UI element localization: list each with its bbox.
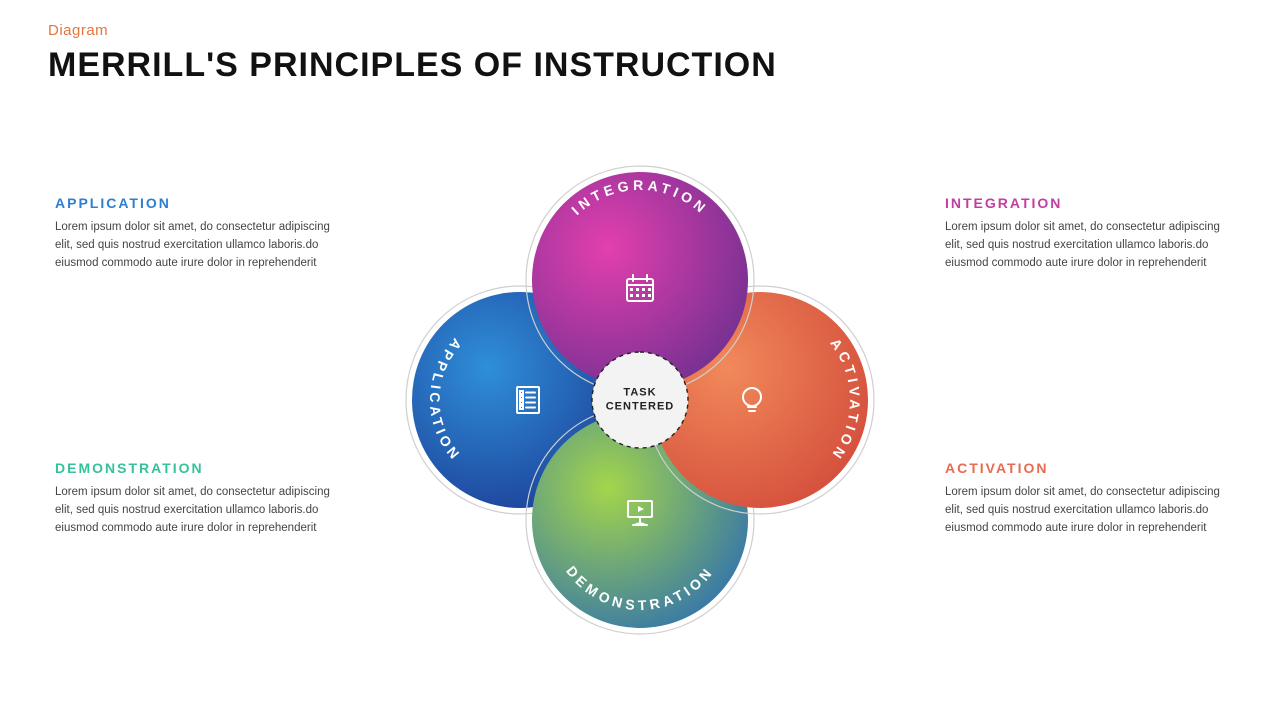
- section-body: Lorem ipsum dolor sit amet, do consectet…: [945, 484, 1225, 537]
- section-heading: ACTIVATION: [945, 460, 1225, 476]
- section-activation: ACTIVATION Lorem ipsum dolor sit amet, d…: [945, 460, 1225, 537]
- section-heading: APPLICATION: [55, 195, 335, 211]
- center-line1: TASK: [623, 386, 656, 398]
- section-demonstration: DEMONSTRATION Lorem ipsum dolor sit amet…: [55, 460, 335, 537]
- section-heading: INTEGRATION: [945, 195, 1225, 211]
- center-line2: CENTERED: [606, 400, 675, 412]
- center-label: TASK CENTERED: [606, 386, 675, 414]
- section-body: Lorem ipsum dolor sit amet, do consectet…: [55, 484, 335, 537]
- petal-diagram: INTEGRATIONACTIVATIONDEMONSTRATIONAPPLIC…: [390, 120, 890, 680]
- section-heading: DEMONSTRATION: [55, 460, 335, 476]
- section-application: APPLICATION Lorem ipsum dolor sit amet, …: [55, 195, 335, 272]
- section-body: Lorem ipsum dolor sit amet, do consectet…: [945, 219, 1225, 272]
- eyebrow: Diagram: [48, 22, 108, 39]
- section-body: Lorem ipsum dolor sit amet, do consectet…: [55, 219, 335, 272]
- page-title: MERRILL'S PRINCIPLES OF INSTRUCTION: [48, 46, 777, 85]
- section-integration: INTEGRATION Lorem ipsum dolor sit amet, …: [945, 195, 1225, 272]
